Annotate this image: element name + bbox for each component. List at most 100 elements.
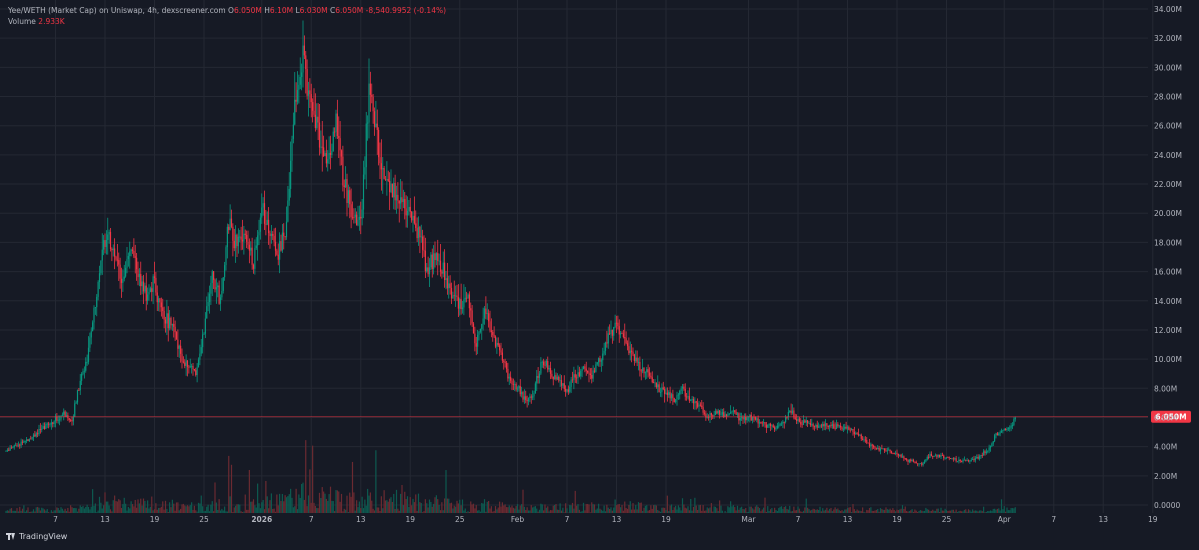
volume-bar — [859, 511, 860, 513]
volume-bar — [796, 510, 797, 513]
volume-bar — [580, 512, 581, 513]
volume-bar — [103, 505, 104, 513]
volume-bar — [109, 506, 110, 513]
price-axis-label: 8.00M — [1154, 384, 1177, 393]
candle-body — [621, 333, 622, 334]
candle-body — [656, 383, 657, 388]
candle-body — [693, 399, 694, 403]
candle-body — [998, 434, 999, 436]
candle-body — [126, 259, 127, 268]
volume-bar — [769, 511, 770, 513]
volume-bar — [88, 507, 89, 513]
candle-body — [539, 374, 540, 378]
candle-body — [587, 371, 588, 373]
candle-body — [824, 424, 825, 426]
volume-bar — [434, 497, 435, 513]
volume-bar — [553, 506, 554, 513]
candle-body — [296, 100, 297, 102]
volume-bar — [381, 496, 382, 513]
volume-bar — [164, 510, 165, 513]
candle-body — [883, 449, 884, 450]
candle-body — [476, 343, 477, 346]
tradingview-logo[interactable]: TradingView — [6, 532, 67, 541]
volume-bar — [477, 511, 478, 513]
volume-bar — [778, 508, 779, 513]
candle-body — [129, 251, 130, 256]
candle-body — [41, 429, 42, 430]
volume-bar — [711, 503, 712, 513]
candle-body — [730, 412, 731, 413]
candle-body — [143, 281, 144, 291]
volume-bar — [271, 493, 272, 513]
candle-body — [744, 417, 745, 419]
price-axis-label: 22.00M — [1154, 180, 1182, 189]
price-axis-label: 4.00M — [1154, 443, 1177, 452]
candle-body — [472, 310, 473, 323]
volume-bar — [543, 510, 544, 513]
candle-body — [267, 220, 268, 225]
candle-body — [58, 420, 59, 421]
low-value: 6.030M — [300, 6, 328, 15]
volume-bar — [269, 500, 270, 513]
volume-bar — [991, 511, 992, 513]
volume-bar — [249, 470, 250, 513]
candle-body — [583, 366, 584, 369]
candle-body — [392, 184, 393, 198]
volume-bar — [939, 512, 940, 513]
candle-body — [205, 319, 206, 334]
candle-body — [879, 448, 880, 451]
candle-body — [285, 236, 286, 237]
candle-body — [554, 375, 555, 379]
time-axis-label: 25 — [199, 515, 209, 524]
volume-bar — [440, 510, 441, 513]
symbol-title[interactable]: Yee/WETH (Market Cap) on Uniswap, 4h, de… — [8, 6, 226, 15]
candle-body — [571, 380, 572, 387]
volume-bar — [329, 494, 330, 513]
volume-bar — [197, 512, 198, 513]
candle-body — [854, 432, 855, 434]
volume-bar — [913, 512, 914, 513]
volume-bar — [587, 504, 588, 513]
candle-body — [976, 457, 977, 458]
candle-body — [569, 387, 570, 392]
volume-bar — [385, 501, 386, 513]
candle-body — [759, 422, 760, 423]
candle-body — [540, 362, 541, 373]
volume-bar — [619, 504, 620, 513]
volume-bar — [676, 510, 677, 513]
volume-bar — [661, 508, 662, 513]
volume-bar — [951, 510, 952, 513]
candle-body — [367, 123, 368, 124]
candle-body — [166, 313, 167, 323]
volume-bar — [698, 505, 699, 513]
volume-bar — [594, 504, 595, 513]
volume-bar — [949, 511, 950, 513]
candle-body — [648, 369, 649, 372]
candle-body — [69, 418, 70, 420]
candle-body — [378, 130, 379, 157]
candle-body — [784, 422, 785, 423]
price-axis-label: 32.00M — [1154, 34, 1182, 43]
candle-body — [800, 422, 801, 425]
candle-body — [128, 256, 129, 259]
candle-body — [30, 439, 31, 440]
volume-bar — [245, 495, 246, 513]
volume-bar — [496, 509, 497, 513]
candle-body — [778, 426, 779, 427]
volume-bar — [528, 510, 529, 513]
candle-body — [528, 398, 529, 401]
volume-bar — [857, 510, 858, 513]
volume-bar — [866, 510, 867, 513]
candle-body — [52, 423, 53, 424]
volume-bar — [136, 508, 137, 513]
candle-body — [880, 448, 881, 450]
candle-body — [113, 248, 114, 250]
volume-bar — [76, 508, 77, 513]
candle-body — [147, 294, 148, 300]
volume-bar — [87, 505, 88, 513]
candle-body — [436, 253, 437, 260]
candle-body — [758, 418, 759, 423]
candle-body — [690, 400, 691, 401]
